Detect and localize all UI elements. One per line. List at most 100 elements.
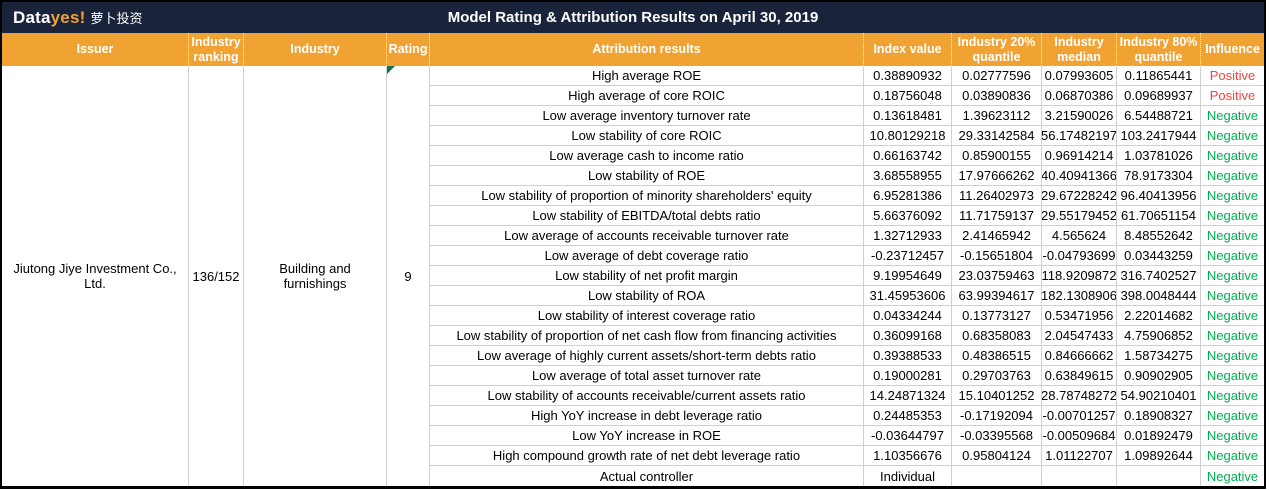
attribution-result-cell: Low average of highly current assets/sho…: [430, 346, 864, 366]
influence-cell: Negative: [1201, 226, 1264, 246]
industry-20-quantile-cell: [952, 466, 1042, 486]
index-value-cell: 14.24871324: [864, 386, 952, 406]
attribution-result-cell: High average of core ROIC: [430, 86, 864, 106]
industry-median-cell: 29.67228242: [1042, 186, 1117, 206]
industry-80-quantile-cell: 4.75906852: [1117, 326, 1201, 346]
table-row: Low stability of net profit margin 9.199…: [430, 266, 1264, 286]
industry-20-quantile-cell: 1.39623112: [952, 106, 1042, 126]
industry-20-quantile-cell: 17.97666262: [952, 166, 1042, 186]
industry-median-cell: 1.01122707: [1042, 446, 1117, 466]
influence-cell: Negative: [1201, 426, 1264, 446]
industry-80-quantile-cell: 8.48552642: [1117, 226, 1201, 246]
attribution-result-cell: Low stability of core ROIC: [430, 126, 864, 146]
excel-corner-flag-icon: [387, 66, 395, 74]
index-value-cell: 0.13618481: [864, 106, 952, 126]
industry-20-quantile-cell: 0.68358083: [952, 326, 1042, 346]
influence-cell: Negative: [1201, 446, 1264, 466]
index-value-cell: 9.19954649: [864, 266, 952, 286]
table-row: Low stability of ROA 31.45953606 63.9939…: [430, 286, 1264, 306]
table-row: Low stability of proportion of net cash …: [430, 326, 1264, 346]
influence-cell: Positive: [1201, 66, 1264, 86]
table-body: Jiutong Jiye Investment Co., Ltd. 136/15…: [2, 66, 1264, 486]
table-row: Low average of highly current assets/sho…: [430, 346, 1264, 366]
industry-80-quantile-cell: 316.7402527: [1117, 266, 1201, 286]
table-body-rows: High average ROE 0.38890932 0.02777596 0…: [430, 66, 1264, 486]
industry-20-quantile-cell: -0.15651804: [952, 246, 1042, 266]
industry-median-cell: 56.17482197: [1042, 126, 1117, 146]
index-value-cell: 10.80129218: [864, 126, 952, 146]
industry-20-quantile-cell: 0.03890836: [952, 86, 1042, 106]
industry-median-cell: 0.96914214: [1042, 146, 1117, 166]
attribution-result-cell: Low stability of net profit margin: [430, 266, 864, 286]
table-row: High YoY increase in debt leverage ratio…: [430, 406, 1264, 426]
industry-80-quantile-cell: 6.54488721: [1117, 106, 1201, 126]
index-value-cell: 0.38890932: [864, 66, 952, 86]
index-value-cell: 1.10356676: [864, 446, 952, 466]
index-value-cell: 0.66163742: [864, 146, 952, 166]
industry-median-cell: 0.53471956: [1042, 306, 1117, 326]
industry-median-cell: 28.78748272: [1042, 386, 1117, 406]
industry-80-quantile-cell: 0.90902905: [1117, 366, 1201, 386]
industry-80-quantile-cell: 0.09689937: [1117, 86, 1201, 106]
attribution-result-cell: High YoY increase in debt leverage ratio: [430, 406, 864, 426]
index-value-cell: 6.95281386: [864, 186, 952, 206]
index-value-cell: 0.39388533: [864, 346, 952, 366]
table-row: Low average of total asset turnover rate…: [430, 366, 1264, 386]
industry-80-quantile-cell: 2.22014682: [1117, 306, 1201, 326]
industry-20-quantile-cell: 0.48386515: [952, 346, 1042, 366]
industry-median-cell: 29.55179452: [1042, 206, 1117, 226]
influence-cell: Negative: [1201, 386, 1264, 406]
logo-text-data: Data: [13, 7, 51, 27]
index-value-cell: 31.45953606: [864, 286, 952, 306]
attribution-result-cell: High compound growth rate of net debt le…: [430, 446, 864, 466]
industry-20-quantile-cell: 15.10401252: [952, 386, 1042, 406]
col-header-industry-median: Industry median: [1042, 33, 1117, 66]
index-value-cell: 5.66376092: [864, 206, 952, 226]
industry-cell: Building and furnishings: [244, 66, 387, 486]
influence-cell: Negative: [1201, 186, 1264, 206]
table-row: Low average inventory turnover rate 0.13…: [430, 106, 1264, 126]
logo-text-yes: yes!: [50, 7, 86, 27]
index-value-cell: 0.04334244: [864, 306, 952, 326]
attribution-result-cell: Low average cash to income ratio: [430, 146, 864, 166]
issuer-cell: Jiutong Jiye Investment Co., Ltd.: [2, 66, 189, 486]
industry-median-cell: 3.21590026: [1042, 106, 1117, 126]
table-row: Low stability of ROE 3.68558955 17.97666…: [430, 166, 1264, 186]
industry-80-quantile-cell: 1.58734275: [1117, 346, 1201, 366]
industry-80-quantile-cell: 54.90210401: [1117, 386, 1201, 406]
attribution-result-cell: Low stability of proportion of minority …: [430, 186, 864, 206]
table-row: Low average of debt coverage ratio -0.23…: [430, 246, 1264, 266]
influence-cell: Negative: [1201, 166, 1264, 186]
influence-cell: Positive: [1201, 86, 1264, 106]
attribution-result-cell: Low average of accounts receivable turno…: [430, 226, 864, 246]
attribution-result-cell: Low stability of ROA: [430, 286, 864, 306]
attribution-result-cell: Low average inventory turnover rate: [430, 106, 864, 126]
industry-80-quantile-cell: 398.0048444: [1117, 286, 1201, 306]
index-value-cell: 0.19000281: [864, 366, 952, 386]
col-header-index-value: Index value: [864, 33, 952, 66]
industry-20-quantile-cell: -0.03395568: [952, 426, 1042, 446]
industry-median-cell: 182.1308906: [1042, 286, 1117, 306]
index-value-cell: Individual: [864, 466, 952, 486]
industry-20-quantile-cell: 2.41465942: [952, 226, 1042, 246]
table-row: Low average cash to income ratio 0.66163…: [430, 146, 1264, 166]
attribution-result-cell: Low stability of accounts receivable/cur…: [430, 386, 864, 406]
industry-20-quantile-cell: 11.71759137: [952, 206, 1042, 226]
rating-cell: 9: [387, 66, 430, 486]
col-header-influence: Influence: [1205, 42, 1260, 56]
influence-cell: Negative: [1201, 406, 1264, 426]
table-row: High average ROE 0.38890932 0.02777596 0…: [430, 66, 1264, 86]
influence-cell: Negative: [1201, 366, 1264, 386]
index-value-cell: 0.36099168: [864, 326, 952, 346]
industry-80-quantile-cell: 61.70651154: [1117, 206, 1201, 226]
col-header-industry: Industry: [244, 33, 387, 66]
influence-cell: Negative: [1201, 266, 1264, 286]
table-row: Low stability of proportion of minority …: [430, 186, 1264, 206]
rating-value: 9: [404, 268, 412, 284]
col-header-attribution-results: Attribution results: [430, 33, 864, 66]
influence-cell: Negative: [1201, 246, 1264, 266]
attribution-result-cell: High average ROE: [430, 66, 864, 86]
industry-80-quantile-cell: 103.2417944: [1117, 126, 1201, 146]
industry-80-quantile-cell: 0.03443259: [1117, 246, 1201, 266]
industry-20-quantile-cell: 0.29703763: [952, 366, 1042, 386]
